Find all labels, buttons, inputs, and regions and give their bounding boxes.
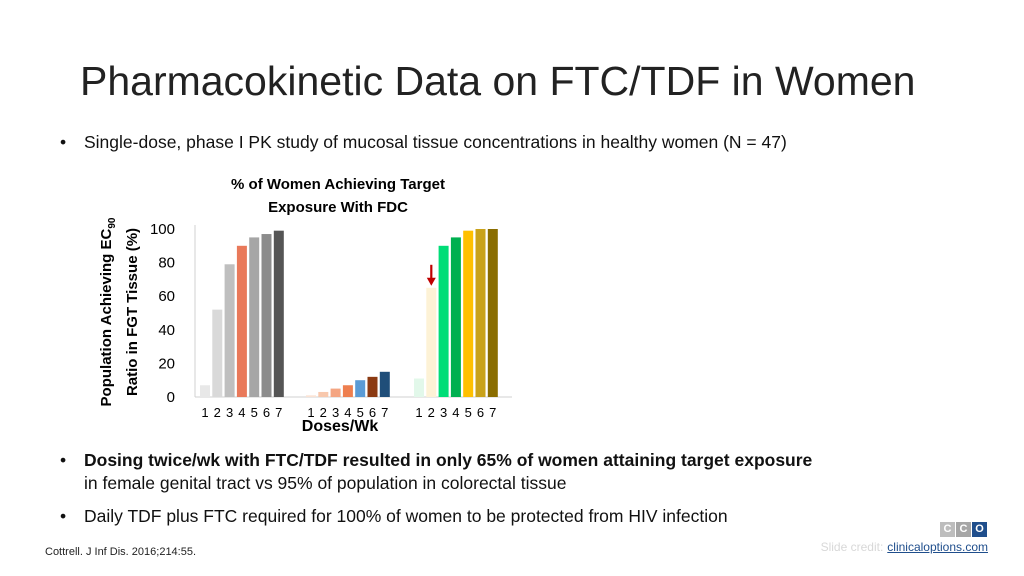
x-tick-label: 1 [201,405,208,420]
x-tick-label: 2 [428,405,435,420]
x-tick-label: 2 [214,405,221,420]
citation: Cottrell. J Inf Dis. 2016;214:55. [45,546,197,558]
bullet-bold-text: Dosing twice/wk with FTC/TDF resulted in… [84,450,813,470]
annotation-arrow-head [426,277,436,286]
slide-title: Pharmacokinetic Data on FTC/TDF in Women [80,58,916,104]
x-tick-label: 4 [238,405,245,420]
y-tick-label: 80 [158,255,175,272]
x-tick-label: 5 [357,405,364,420]
y-tick-label: 40 [158,322,175,339]
x-tick-label: 3 [332,405,339,420]
x-tick-label: 6 [263,405,270,420]
bar [475,229,486,397]
bar [355,380,366,397]
chart-title-line1: % of Women Achieving Target [231,176,445,193]
x-tick-label: 6 [477,405,484,420]
x-tick-label: 7 [381,405,388,420]
chart-title-line2: Exposure With FDC [268,199,408,216]
bar [249,237,260,397]
bar [342,385,353,397]
bullet-marker: • [60,132,67,152]
x-tick-label: 5 [251,405,258,420]
bullet-marker: • [60,506,67,526]
x-tick-label: 6 [369,405,376,420]
x-tick-label: 7 [275,405,282,420]
bar [273,230,284,397]
bar [212,309,223,397]
y-tick-label: 60 [158,288,175,305]
bar [463,230,474,397]
x-tick-label: 4 [344,405,351,420]
x-tick-label: 1 [415,405,422,420]
x-tick-label: 7 [489,405,496,420]
bullet-text: Single-dose, phase I PK study of mucosal… [84,132,787,152]
logo-letter: C [956,522,971,537]
bar [438,245,449,397]
logo-letter: C [940,522,955,537]
y-tick-label: 0 [167,389,175,406]
bar [236,245,247,397]
cco-logo: C C O [940,522,988,537]
bar [426,287,437,397]
x-tick-label: 3 [440,405,447,420]
slide-credit: Slide credit: clinicaloptions.com [821,540,988,554]
bar [450,237,461,397]
bar [414,378,424,397]
x-tick-label: 5 [465,405,472,420]
credit-label: Slide credit: [820,540,884,554]
x-tick-label: 2 [320,405,327,420]
x-tick-label: 4 [452,405,459,420]
bar [487,229,498,397]
bullet-marker: • [60,450,67,470]
bullet-text: in female genital tract vs 95% of popula… [84,473,567,493]
bar [200,385,210,397]
bar [224,264,235,397]
bar [367,376,378,397]
x-axis-label: Doses/Wk [301,418,379,435]
x-tick-label: 3 [226,405,233,420]
bar [330,388,341,397]
bar [261,234,272,397]
bullet-text: Daily TDF plus FTC required for 100% of … [84,506,728,526]
y-tick-label: 100 [150,221,175,238]
bar [306,395,316,397]
x-tick-label: 1 [307,405,314,420]
logo-letter: O [972,522,987,537]
y-tick-label: 20 [158,355,175,372]
bar [379,371,390,397]
chart-title: % of Women Achieving Target Exposure Wit… [208,173,468,219]
credit-link[interactable]: clinicaloptions.com [887,540,988,554]
bar [318,391,329,397]
